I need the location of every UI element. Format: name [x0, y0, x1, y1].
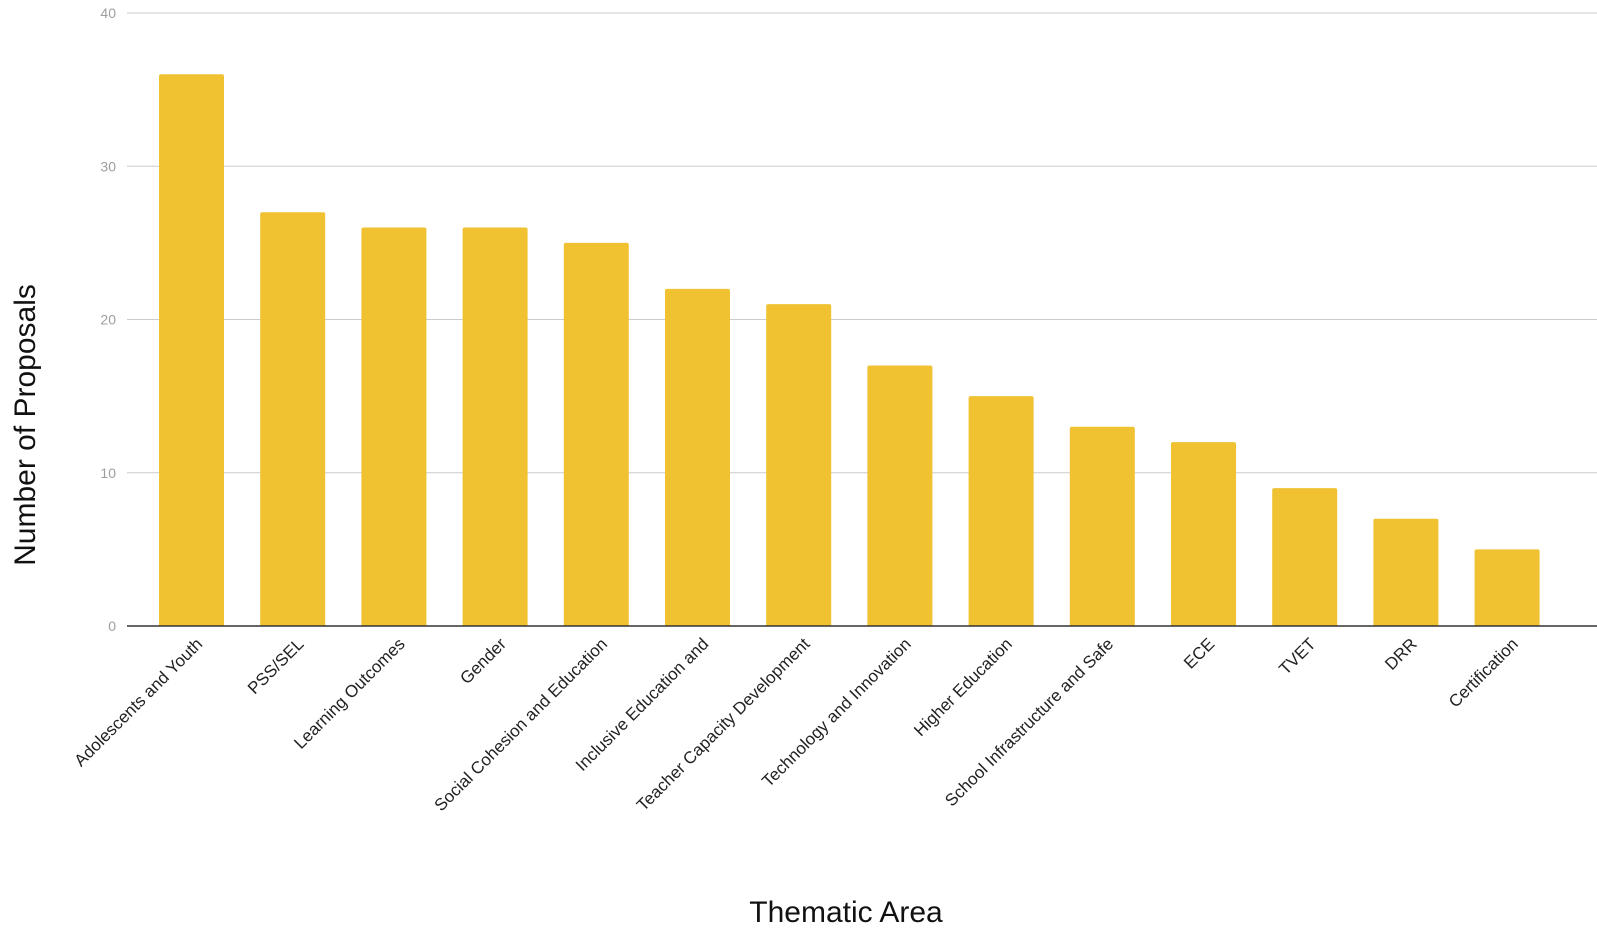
- x-axis-title: Thematic Area: [749, 896, 943, 929]
- bar: [260, 212, 326, 626]
- bar: [1373, 518, 1439, 626]
- bar: [1272, 488, 1338, 626]
- bar: [1171, 442, 1236, 626]
- x-tick-label: PSS/SEL: [244, 634, 308, 698]
- bar: [1474, 549, 1540, 626]
- y-tick-label: 0: [108, 618, 116, 634]
- y-axis-title: Number of Proposals: [9, 284, 42, 566]
- bar: [867, 365, 933, 626]
- y-tick-label: 30: [100, 158, 116, 174]
- y-tick-label: 40: [100, 5, 116, 21]
- bar: [563, 242, 629, 626]
- y-tick-labels: 0 10 20 30 40: [100, 5, 116, 634]
- bar: [1069, 426, 1135, 626]
- bars: [159, 74, 1540, 627]
- bar: [361, 227, 427, 627]
- x-tick-label: Social Cohesion and Education: [431, 634, 612, 815]
- x-tick-label: Adolescents and Youth: [71, 634, 207, 770]
- x-tick-label: Certification: [1445, 634, 1522, 711]
- x-tick-label: Learning Outcomes: [290, 634, 408, 752]
- x-tick-label: Teacher Capacity Development: [633, 634, 814, 815]
- x-tick-label: TVET: [1275, 634, 1319, 678]
- y-tick-label: 10: [100, 465, 116, 481]
- bar: [159, 74, 224, 627]
- x-tick-label: School Infrastructure and Safe: [941, 634, 1117, 810]
- bar: [766, 304, 832, 626]
- x-tick-label: Gender: [456, 634, 510, 688]
- x-tick-label: ECE: [1180, 634, 1218, 672]
- x-tick-label: Higher Education: [910, 634, 1016, 740]
- grid-lines: [127, 12, 1597, 474]
- bar: [462, 227, 528, 627]
- bar: [968, 396, 1034, 626]
- bar: [665, 288, 730, 626]
- y-tick-label: 20: [100, 312, 116, 328]
- x-tick-label: DRR: [1381, 634, 1420, 673]
